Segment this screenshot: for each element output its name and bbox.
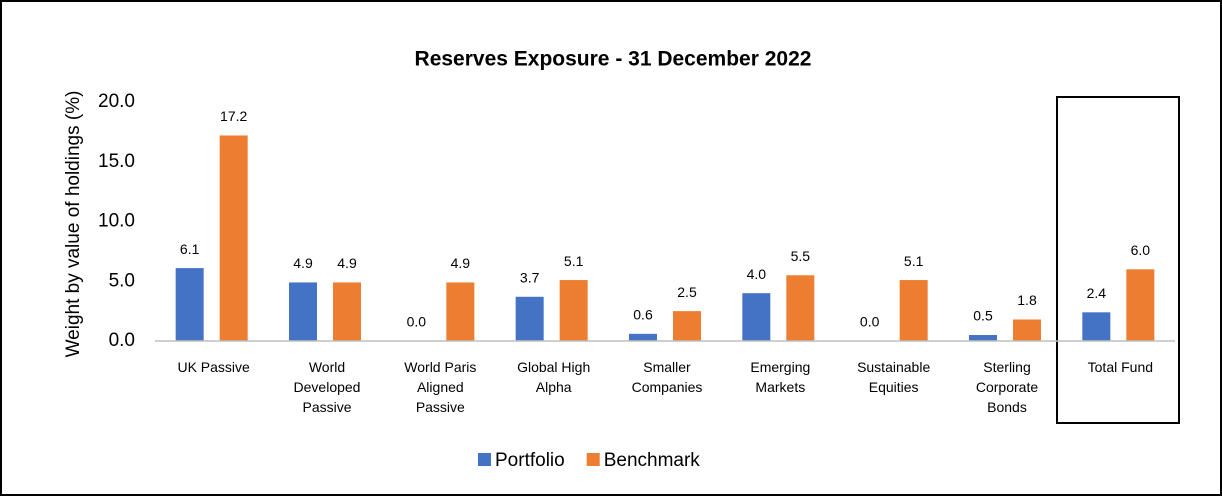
value-label: 1.8 [1017,292,1037,308]
bar [175,268,204,341]
chart-title: Reserves Exposure - 31 December 2022 [415,48,812,71]
value-label: 0.0 [860,314,880,330]
value-label: 2.4 [1087,285,1107,301]
legend-swatch [586,453,600,466]
value-label: 6.1 [180,241,200,257]
x-tick-label: Sterling Corporate Bonds [975,359,1039,415]
bar [629,333,657,341]
bar [673,311,701,341]
y-tick-label: 20.0 [98,91,135,112]
value-label: 5.1 [904,253,924,269]
legend-label: Benchmark [604,450,701,471]
value-label: 5.1 [564,253,584,269]
bar [289,282,317,341]
value-label: 5.5 [791,248,811,264]
bar [559,280,588,341]
x-tick-label: World Paris Aligned Passive [404,359,477,415]
bar [446,282,475,341]
y-tick-label: 5.0 [109,270,135,291]
value-label: 6.0 [1131,242,1151,258]
x-tick-label: Emerging Markets [750,359,811,395]
bar [969,335,997,341]
x-tick-label: UK Passive [177,359,250,375]
bar [899,280,928,341]
legend-label: Portfolio [495,450,565,471]
value-label: 0.6 [633,307,653,323]
bar [515,296,544,341]
x-tick-label: Sustainable Equities [857,359,931,395]
legend-swatch [478,453,491,466]
highlight-box [1056,96,1180,424]
y-tick-label: 0.0 [109,330,135,351]
value-label: 4.9 [337,255,357,271]
bar [333,282,361,341]
x-tick-label: World Developed Passive [293,359,361,415]
value-label: 4.9 [451,255,471,271]
bar [742,293,771,341]
value-label: 3.7 [520,269,540,285]
value-label: 4.9 [293,255,313,271]
value-label: 0.5 [973,308,993,324]
value-label: 0.0 [407,314,427,330]
y-tick-label: 15.0 [98,151,135,172]
bar [1013,319,1041,341]
bar [1126,269,1155,341]
x-tick-label: Smaller Companies [631,359,703,395]
y-tick-label: 10.0 [98,211,135,232]
value-label: 4.0 [747,266,767,282]
value-label: 17.2 [220,108,247,124]
bar [219,135,248,341]
value-label: 2.5 [677,284,697,300]
bar [786,275,815,341]
y-axis-label: Weight by value of holdings (%) [63,91,84,358]
x-tick-label: Global High Alpha [517,359,591,395]
bar [1082,312,1111,341]
x-tick-label: Total Fund [1087,359,1154,375]
